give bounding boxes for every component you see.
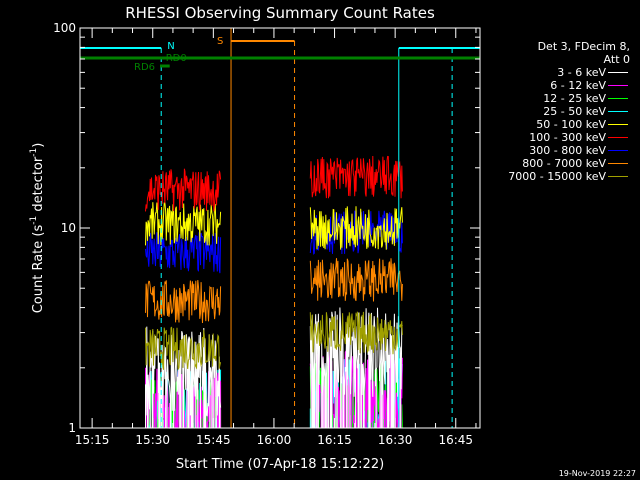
plot-frame	[79, 27, 481, 429]
legend-item: 3 - 6 keV	[480, 66, 630, 79]
flag-n-label: N	[167, 41, 174, 52]
series-line-4-w1	[309, 206, 403, 250]
y-tick-label-2: 100	[53, 21, 76, 35]
legend-item: 12 - 25 keV	[480, 92, 630, 105]
legend-swatch	[608, 176, 628, 177]
legend-swatch	[608, 111, 628, 112]
legend-label: 300 - 800 keV	[529, 144, 606, 157]
legend-item: 50 - 100 keV	[480, 118, 630, 131]
legend-swatch	[608, 137, 628, 138]
series-line-7-w0	[145, 280, 222, 324]
legend-label: 7000 - 15000 keV	[508, 170, 606, 183]
legend-item: 25 - 50 keV	[480, 105, 630, 118]
legend-item: 300 - 800 keV	[480, 144, 630, 157]
series-line-8-w0	[145, 326, 222, 370]
series-line-6-w0	[145, 232, 222, 274]
series-line-0-w1	[309, 307, 403, 428]
series-line-0-w0	[145, 326, 222, 428]
x-tick-label-3: 16:00	[257, 433, 292, 447]
legend-label: 6 - 12 keV	[550, 79, 606, 92]
legend-label: 100 - 300 keV	[529, 131, 606, 144]
y-tick-label-0: 1	[68, 421, 76, 435]
legend-label: 50 - 100 keV	[536, 118, 606, 131]
legend-label: 800 - 7000 keV	[522, 157, 606, 170]
x-tick-label-4: 16:15	[317, 433, 352, 447]
legend-item: 6 - 12 keV	[480, 79, 630, 92]
x-tick-label-2: 15:45	[196, 433, 231, 447]
flag-rd6-label: RD6	[134, 62, 155, 73]
y-axis-label: Count Rate (s-1 detector-1)	[29, 143, 46, 314]
legend-header-2: Att 0	[603, 53, 630, 66]
legend-label: 12 - 25 keV	[543, 92, 606, 105]
x-tick-label-6: 16:45	[438, 433, 473, 447]
legend-item: 7000 - 15000 keV	[480, 170, 630, 183]
chart-title: RHESSI Observing Summary Count Rates	[125, 4, 435, 22]
timestamp: 19-Nov-2019 22:27	[558, 469, 636, 478]
legend-swatch	[608, 124, 628, 125]
y-tick-label-1: 10	[61, 221, 76, 235]
series-line-7-w1	[309, 258, 403, 302]
series-line-5-w0	[145, 168, 222, 212]
x-tick-label-5: 16:30	[378, 433, 413, 447]
legend-label: 25 - 50 keV	[543, 105, 606, 118]
flag-s-label: S	[217, 36, 223, 47]
flag-rd0-label: RD0	[166, 53, 187, 64]
legend-item: 100 - 300 keV	[480, 131, 630, 144]
legend-header-1: Det 3, FDecim 8,	[537, 40, 630, 53]
x-tick-label-0: 15:15	[75, 433, 110, 447]
series-line-8-w1	[309, 311, 403, 355]
legend-swatch	[608, 150, 628, 151]
legend-label: 3 - 6 keV	[557, 66, 606, 79]
legend-swatch	[608, 85, 628, 86]
x-axis-label: Start Time (07-Apr-18 15:12:22)	[176, 457, 384, 472]
legend-item: 800 - 7000 keV	[480, 157, 630, 170]
series-line-4-w0	[145, 202, 222, 246]
legend: Det 3, FDecim 8, Att 0 3 - 6 keV 6 - 12 k…	[480, 40, 630, 183]
legend-swatch	[608, 163, 628, 164]
series-line-1-w1	[309, 349, 403, 429]
legend-swatch	[608, 98, 628, 99]
x-tick-label-1: 15:30	[135, 433, 170, 447]
legend-swatch	[608, 72, 628, 73]
series-line-5-w1	[309, 155, 403, 199]
